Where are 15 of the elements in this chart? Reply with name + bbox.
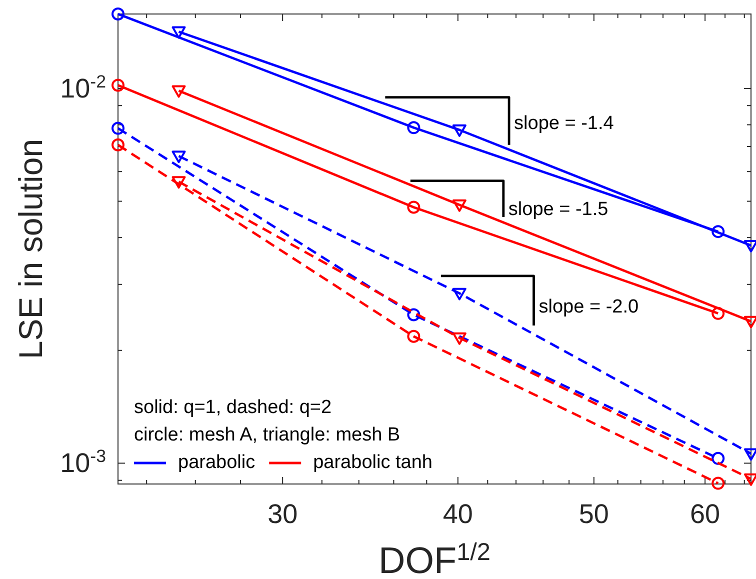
annotation: slope = -2.0 (538, 296, 639, 318)
y-axis-title: LSE in solution (12, 138, 49, 360)
y-tick-label: 10$^{-3}$ (60, 446, 106, 478)
annotation: solid: q=1, dashed: q=2 (134, 397, 332, 418)
annotation: circle: mesh A, triangle: mesh B (134, 424, 400, 446)
x-tick-label: 50 (578, 499, 609, 529)
x-tick-label: 60 (690, 499, 720, 529)
x-tick-label: 40 (442, 499, 473, 529)
x-axis-title: DOF$^{1/2}$ (378, 538, 491, 579)
y-tick-label: 10$^{-2}$ (60, 71, 106, 104)
legend-label: parabolic (178, 452, 256, 474)
legend-label: parabolic tanh (313, 452, 432, 474)
x-tick-label: 30 (268, 499, 298, 529)
annotation: slope = -1.5 (508, 198, 608, 220)
annotation: slope = -1.4 (514, 112, 614, 134)
